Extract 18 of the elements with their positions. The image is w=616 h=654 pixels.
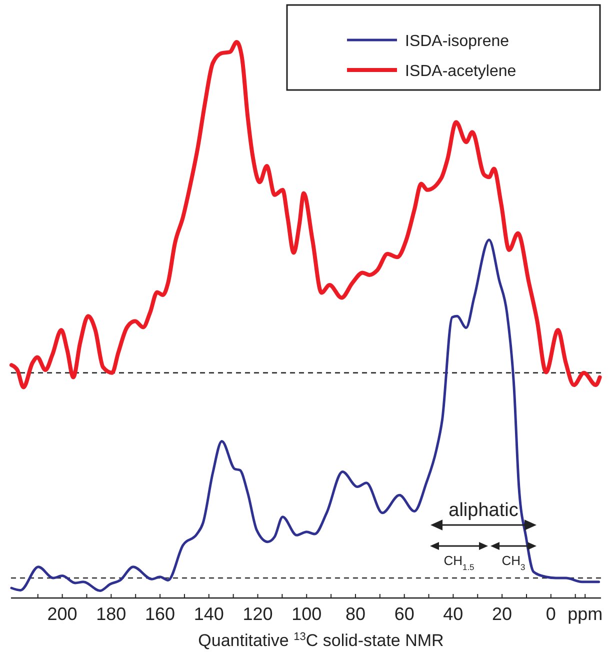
x-tick-label: 80 [345, 604, 366, 624]
x-tick-label: 200 [47, 604, 78, 624]
annotation: CH$_{3}$ [502, 553, 526, 572]
x-axis-title: Quantitative $^{13}$C solid-state NMR [198, 631, 444, 650]
annotation: aliphatic [448, 500, 518, 521]
legend-label: ISDA-isoprene [405, 33, 510, 50]
x-tick-label: 60 [394, 604, 414, 624]
annotation: CH$_{1.5}$ [444, 553, 475, 572]
x-tick-label: 180 [96, 604, 126, 624]
x-tick-label: 160 [145, 604, 176, 624]
x-tick-label: 20 [492, 604, 512, 624]
x-tick-label: 0 [546, 604, 556, 624]
x-tick-label: 120 [242, 604, 273, 624]
x-tick-label: 140 [194, 604, 224, 624]
x-tick-label: 40 [443, 604, 464, 624]
x-tick-label: ppm [568, 604, 603, 624]
legend-label: ISDA-acetylene [405, 63, 516, 80]
x-tick-label: 100 [292, 604, 322, 624]
